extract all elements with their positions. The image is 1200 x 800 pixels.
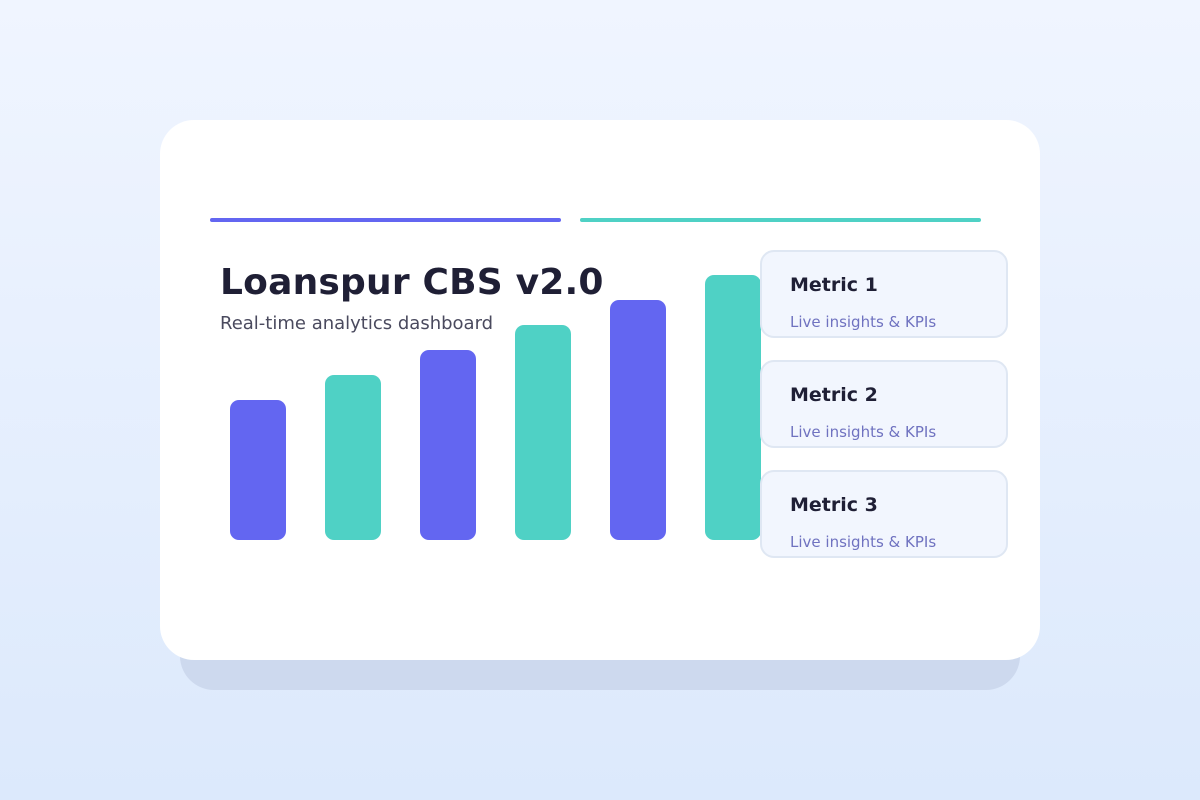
bar-1 — [230, 400, 286, 540]
bar-2 — [325, 375, 381, 540]
page-title: Loanspur CBS v2.0 — [220, 262, 604, 303]
dashboard-card: Loanspur CBS v2.0 Real-time analytics da… — [160, 120, 1040, 660]
metric-title: Metric 1 — [790, 274, 878, 296]
metric-card-1[interactable]: Metric 1 Live insights & KPIs — [760, 250, 1008, 338]
accent-line-primary — [210, 218, 561, 222]
accent-line-secondary — [580, 218, 981, 222]
metric-title: Metric 2 — [790, 384, 878, 406]
metric-subtitle: Live insights & KPIs — [790, 313, 937, 331]
bar-3 — [420, 350, 476, 540]
bar-6 — [705, 275, 761, 540]
metric-subtitle: Live insights & KPIs — [790, 423, 937, 441]
bar-5 — [610, 300, 666, 540]
metric-title: Metric 3 — [790, 494, 878, 516]
page-subtitle: Real-time analytics dashboard — [220, 313, 494, 334]
metric-subtitle: Live insights & KPIs — [790, 533, 937, 551]
metric-card-2[interactable]: Metric 2 Live insights & KPIs — [760, 360, 1008, 448]
bar-4 — [515, 325, 571, 540]
metric-card-3[interactable]: Metric 3 Live insights & KPIs — [760, 470, 1008, 558]
